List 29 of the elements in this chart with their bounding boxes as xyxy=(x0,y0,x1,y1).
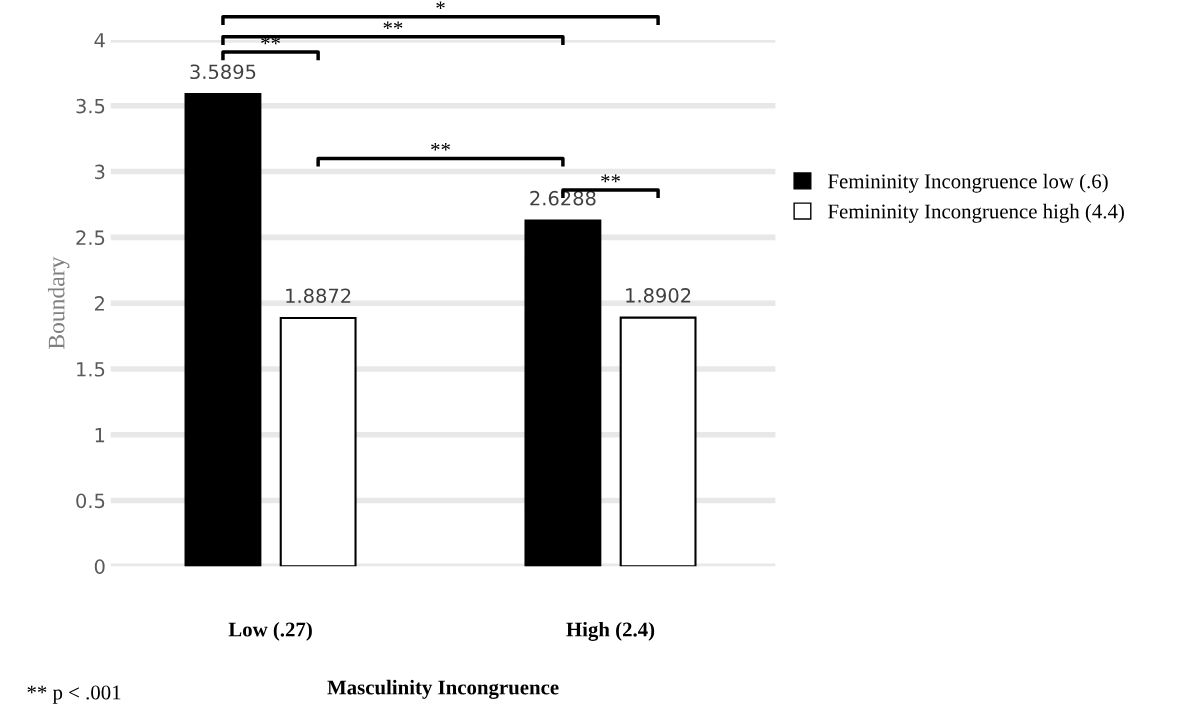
bar xyxy=(524,219,602,567)
annotation: ** xyxy=(601,174,620,183)
y-tick-label: 1.5 xyxy=(77,362,105,377)
bar xyxy=(619,316,697,567)
y-tick-label: 0 xyxy=(94,559,105,574)
x-tick-label: Low (.27) xyxy=(228,621,312,641)
bar xyxy=(279,316,357,567)
y-tick-label: 1 xyxy=(95,427,105,443)
y-tick-label: 4 xyxy=(94,33,105,48)
y-axis-title: Boundary xyxy=(47,256,70,350)
annotation: ** xyxy=(261,36,280,45)
y-tick-label: 0.5 xyxy=(76,493,105,509)
text: ** xyxy=(383,21,403,30)
data-label: 3.5895 xyxy=(190,64,256,80)
legend-label: Femininity Incongruence low (.6) xyxy=(828,173,1108,193)
annotation: ** xyxy=(431,142,450,151)
y-tick-label: 3.5 xyxy=(76,98,105,114)
y-tick-label: 2 xyxy=(94,296,104,311)
x-axis-title: Masculinity Incongruence xyxy=(327,679,559,699)
legend-label: Femininity Incongruence high (4.4) xyxy=(828,203,1124,223)
data-label: 1.8872 xyxy=(286,288,351,304)
data-label: 1.8902 xyxy=(626,288,691,303)
bar xyxy=(184,92,262,567)
y-tick-label: 2.5 xyxy=(76,230,105,246)
y-tick-label: 3 xyxy=(95,164,105,180)
text: * xyxy=(436,1,445,10)
data-label: 2.6288 xyxy=(530,190,596,206)
text: ** p < .001 xyxy=(27,685,121,704)
x-tick-label: High (2.4) xyxy=(566,621,655,641)
